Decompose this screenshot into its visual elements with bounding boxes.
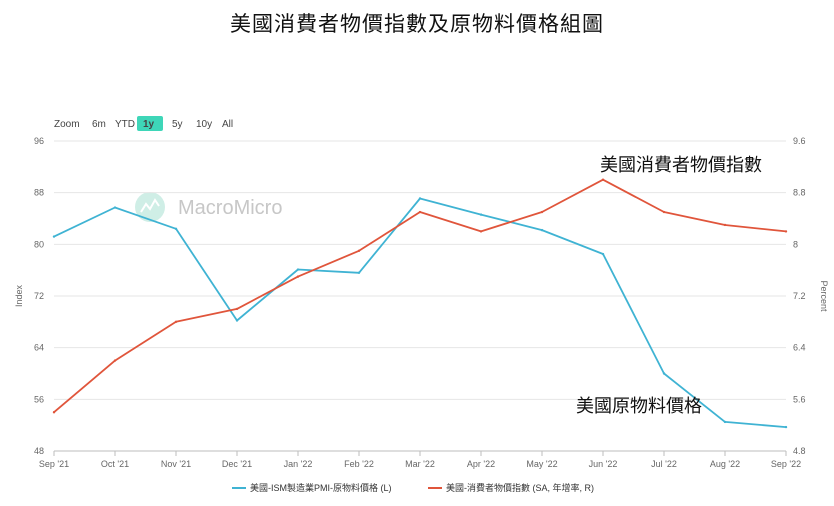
- watermark: MacroMicro: [135, 192, 282, 222]
- x-tick-label: Nov '21: [161, 459, 191, 469]
- point-commodity: [113, 206, 117, 209]
- y-right-tick-label: 8: [793, 239, 798, 249]
- y-left-tick-label: 64: [34, 343, 44, 353]
- y-left-tick-label: 56: [34, 394, 44, 404]
- point-cpi: [235, 307, 239, 311]
- point-cpi: [479, 230, 483, 233]
- point-commodity: [540, 228, 544, 232]
- x-tick-label: Sep '22: [771, 459, 801, 469]
- zoom-label: Zoom: [54, 119, 80, 130]
- x-tick-label: May '22: [526, 459, 557, 469]
- point-cpi: [357, 249, 361, 252]
- point-cpi: [296, 275, 300, 278]
- zoom-button-ytd[interactable]: YTD: [115, 119, 135, 130]
- x-tick-label: Sep '21: [39, 459, 69, 469]
- zoom-button-1y-bg[interactable]: [137, 116, 163, 131]
- y-left-tick-label: 96: [34, 136, 44, 146]
- x-tick-label: Oct '21: [101, 459, 129, 469]
- zoom-button-1y[interactable]: 1y: [143, 119, 155, 130]
- point-commodity: [296, 268, 300, 271]
- point-commodity: [418, 197, 422, 200]
- zoom-button-5y[interactable]: 5y: [172, 119, 183, 130]
- legend-item-label[interactable]: 美國-消費者物價指數 (SA, 年增率, R): [446, 482, 594, 493]
- legend: 美國-ISM製造業PMI-原物料價格 (L) 美國-消費者物價指數 (SA, 年增…: [232, 482, 594, 493]
- watermark-logo-line: [140, 198, 160, 213]
- point-commodity: [357, 271, 361, 274]
- x-tick-label: Jul '22: [651, 459, 677, 469]
- point-commodity: [662, 372, 666, 375]
- point-commodity: [479, 213, 483, 216]
- point-commodity: [52, 235, 56, 238]
- point-cpi: [52, 411, 56, 414]
- zoom-button-10y[interactable]: 10y: [196, 119, 212, 130]
- point-commodity: [235, 319, 239, 322]
- y-axis-right-title: Percent: [819, 280, 829, 312]
- point-cpi: [662, 210, 666, 214]
- y-right-tick-label: 4.8: [793, 446, 806, 456]
- annotation-commodity: 美國原物料價格: [576, 396, 702, 416]
- point-commodity: [784, 425, 788, 429]
- y-left-tick-label: 72: [34, 291, 44, 301]
- point-commodity: [723, 420, 727, 424]
- legend-item-label[interactable]: 美國-ISM製造業PMI-原物料價格 (L): [250, 482, 392, 493]
- point-commodity: [601, 252, 605, 256]
- point-cpi: [418, 210, 422, 214]
- y-left-tick-label: 48: [34, 446, 44, 456]
- x-tick-label: Jan '22: [284, 459, 313, 469]
- x-tick-label: Mar '22: [405, 459, 435, 469]
- point-cpi: [723, 223, 727, 227]
- x-tick-label: Jun '22: [589, 459, 618, 469]
- point-cpi: [174, 320, 178, 324]
- y-axis-right: 9.6 8.8 8 7.2 6.4 5.6 4.8: [793, 136, 806, 456]
- x-tick-label: Dec '21: [222, 459, 252, 469]
- page-title: 美國消費者物價指數及原物料價格組圖: [230, 13, 604, 36]
- y-right-tick-label: 8.8: [793, 188, 806, 198]
- annotation-cpi: 美國消費者物價指數: [600, 155, 762, 175]
- zoom-bar: Zoom 6m YTD 1y 5y 10y All: [54, 116, 233, 131]
- zoom-button-all[interactable]: All: [222, 119, 233, 130]
- y-axis-left: 96 88 80 72 64 56 48: [34, 136, 44, 456]
- zoom-button-6m[interactable]: 6m: [92, 119, 106, 130]
- point-cpi: [784, 230, 788, 233]
- y-right-tick-label: 5.6: [793, 394, 806, 404]
- watermark-text: MacroMicro: [178, 197, 282, 219]
- y-axis-left-title: Index: [14, 284, 24, 307]
- x-tick-label: Feb '22: [344, 459, 374, 469]
- y-right-tick-label: 6.4: [793, 343, 806, 353]
- x-tick-label: Apr '22: [467, 459, 495, 469]
- y-right-tick-label: 7.2: [793, 291, 806, 301]
- y-right-tick-label: 9.6: [793, 136, 806, 146]
- point-commodity: [174, 227, 178, 231]
- y-left-tick-label: 80: [34, 239, 44, 249]
- y-left-tick-label: 88: [34, 188, 44, 198]
- point-cpi: [601, 178, 605, 181]
- x-tick-label: Aug '22: [710, 459, 740, 469]
- point-cpi: [113, 359, 117, 362]
- point-cpi: [540, 210, 544, 214]
- x-axis: Sep '21 Oct '21 Nov '21 Dec '21 Jan '22 Feb '…: [39, 451, 801, 469]
- series-line-commodity: [53, 197, 787, 428]
- series-layer: [52, 178, 788, 429]
